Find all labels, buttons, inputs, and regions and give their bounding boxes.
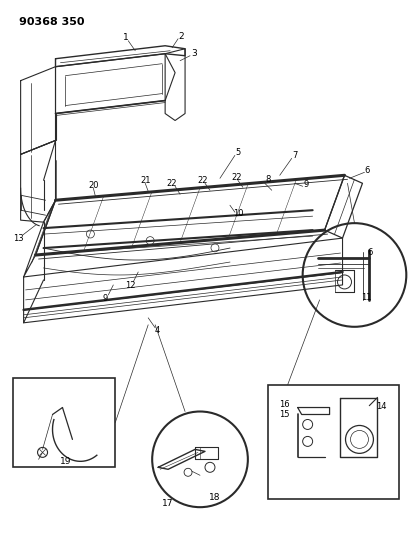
Text: 12: 12 <box>125 281 135 290</box>
Text: 13: 13 <box>13 233 24 243</box>
Text: 6: 6 <box>365 166 370 175</box>
Text: 4: 4 <box>155 326 160 335</box>
Text: 10: 10 <box>233 209 243 217</box>
Text: 14: 14 <box>376 402 387 411</box>
Text: 16: 16 <box>279 400 290 409</box>
Text: 22: 22 <box>167 179 178 188</box>
Text: 20: 20 <box>88 181 99 190</box>
Text: 3: 3 <box>191 49 197 58</box>
Text: 90368 350: 90368 350 <box>19 17 84 27</box>
Text: 11: 11 <box>362 293 372 302</box>
Text: 18: 18 <box>209 492 221 502</box>
Text: 22: 22 <box>231 173 242 182</box>
Text: 1: 1 <box>124 33 129 42</box>
Text: 15: 15 <box>279 410 290 419</box>
Text: 9: 9 <box>103 294 108 303</box>
Text: 2: 2 <box>178 33 184 41</box>
Text: 6: 6 <box>367 247 373 256</box>
Text: 9: 9 <box>303 180 308 189</box>
Text: 19: 19 <box>60 457 71 466</box>
Text: 5: 5 <box>235 148 240 157</box>
Text: 21: 21 <box>140 176 151 185</box>
Text: 17: 17 <box>162 499 174 508</box>
Text: 7: 7 <box>292 151 297 160</box>
Text: 22: 22 <box>198 176 208 185</box>
Text: 8: 8 <box>265 175 270 184</box>
